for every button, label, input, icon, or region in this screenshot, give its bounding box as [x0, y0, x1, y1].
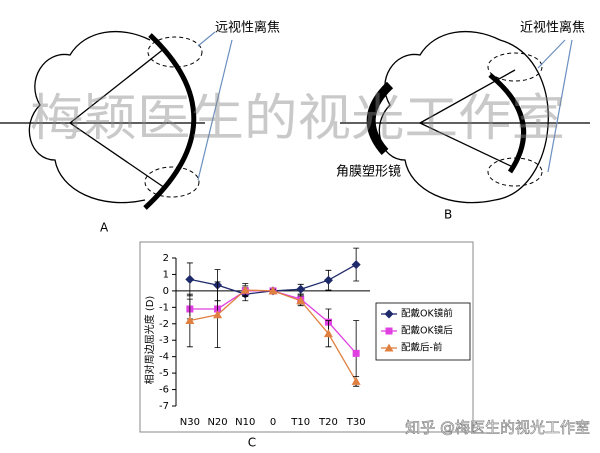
watermark: 梅颖医生的视光工作室: [30, 89, 565, 147]
y-tick-label: -4: [159, 352, 169, 363]
diagram-a: 远视性离焦 A: [0, 20, 280, 235]
marker: [323, 275, 333, 285]
marker: [323, 329, 333, 338]
ray: [69, 122, 166, 189]
marker: [296, 296, 306, 305]
marker: [240, 285, 250, 294]
label: 角膜塑形镜: [336, 165, 401, 180]
y-tick-label: 1: [163, 269, 169, 280]
x-tick-label: T20: [318, 417, 338, 428]
y-tick-label: -3: [159, 335, 169, 346]
source-watermark: 知乎 @梅医生的视光工作室: [405, 419, 590, 437]
marker: [268, 286, 278, 295]
focus-zone: [144, 166, 200, 198]
legend-label: 配戴后-前: [401, 342, 442, 354]
focus-zone: [487, 157, 543, 187]
focus-zone: [487, 52, 543, 82]
focus-zone: [147, 36, 203, 68]
y-tick-label: 2: [163, 253, 169, 264]
y-tick-label: -1: [159, 302, 169, 313]
y-axis-label: 相对周边屈光度 (D): [143, 296, 156, 385]
diagram-b: 近视性离焦 角膜塑形镜 B: [336, 20, 590, 222]
marker: [384, 343, 394, 352]
focus-curve: [488, 73, 527, 174]
x-tick-label: 0: [270, 417, 276, 428]
label: 近视性离焦: [520, 20, 585, 36]
ray: [419, 69, 516, 124]
plot: -7 -6 -5 -4 -3 -2 -1 0 1 2 N30 N20 N10 0 T10 T20 T30: [159, 247, 370, 428]
x-tick-label: N30: [180, 417, 200, 428]
legend-label: 配戴OK镜前: [401, 308, 453, 320]
x-tick-label: T10: [290, 417, 310, 428]
y-tick-label: -6: [159, 385, 169, 396]
x-tick-label: N20: [207, 417, 227, 428]
x-tick-label: N10: [235, 417, 255, 428]
lens: [366, 81, 394, 155]
retina-curve: [143, 33, 197, 210]
y-tick-label: -2: [159, 319, 169, 330]
marker: [213, 310, 223, 319]
marker: [352, 349, 360, 357]
panel-label: B: [444, 208, 452, 222]
marker: [351, 376, 361, 385]
y-tick-label: -7: [159, 401, 169, 412]
ray: [419, 122, 516, 169]
marker: [185, 274, 195, 284]
panel-label: A: [100, 221, 109, 235]
arrow: [197, 39, 233, 181]
arrow: [197, 31, 216, 47]
legend-label: 配戴OK镜后: [401, 325, 453, 337]
ray: [69, 47, 166, 124]
arrow: [537, 39, 566, 69]
panel-label: C: [248, 436, 256, 450]
marker: [296, 284, 306, 294]
arrow: [547, 39, 573, 173]
marker: [384, 309, 394, 319]
y-tick-label: 0: [163, 286, 169, 297]
marker: [185, 315, 195, 324]
eye-outline: [28, 30, 151, 204]
y-tick-label: -5: [159, 368, 169, 379]
marker: [351, 260, 361, 270]
label: 远视性离焦: [215, 20, 280, 36]
marker: [385, 327, 393, 335]
eye-outline: [378, 30, 549, 204]
x-tick-label: T30: [346, 417, 366, 428]
